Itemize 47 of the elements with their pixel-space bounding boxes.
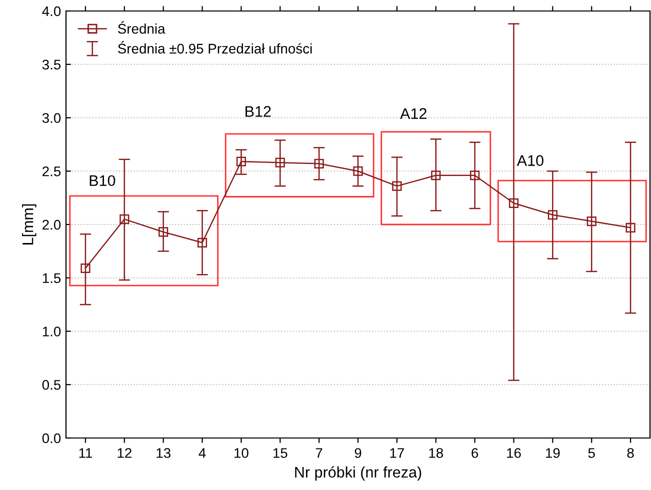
x-tick-label: 13 [156, 448, 170, 458]
y-tick-label: 4.0 [42, 6, 61, 16]
point [197, 238, 208, 248]
point [431, 170, 441, 180]
point [314, 158, 324, 168]
x-tick-label: 5 [588, 448, 595, 458]
y-tick-label: 3.5 [42, 60, 61, 70]
x-tick-label: 16 [507, 448, 521, 458]
x-tick-label: 4 [198, 448, 206, 458]
point [80, 263, 90, 274]
legend-label: Średnia [118, 21, 166, 34]
point [275, 158, 285, 168]
point [586, 216, 596, 226]
annotation: A10 [516, 155, 544, 166]
point [353, 166, 363, 176]
annotation: B10 [90, 175, 116, 186]
point [626, 222, 636, 232]
x-tick-label: 11 [79, 448, 92, 458]
point [158, 227, 168, 237]
y-tick-label: 1.0 [42, 326, 61, 336]
annotation: Średnia ±0.95 Przedział ufności [118, 41, 312, 54]
y-tick-label: 1.5 [42, 273, 61, 284]
x-tick-label: 15 [273, 448, 288, 458]
point [508, 198, 519, 208]
y-tick-label: 2.5 [42, 166, 61, 176]
x-axis-title: Nr próbki (nr freza) [295, 466, 422, 481]
point [236, 156, 246, 166]
x-tick-label: 6 [472, 448, 478, 458]
point [470, 170, 480, 180]
point [392, 181, 402, 191]
y-tick-label: 2.0 [42, 220, 61, 230]
y-tick-label: 0.0 [42, 433, 61, 444]
x-tick-label: 12 [118, 448, 132, 458]
y-axis-title: L[mm] [22, 204, 36, 244]
point [548, 210, 558, 220]
x-tick-label: 10 [234, 448, 248, 458]
y-tick-label: 3.0 [42, 113, 61, 123]
point [120, 214, 130, 224]
x-tick-label: 8 [627, 448, 634, 458]
annotation: A12 [400, 108, 426, 119]
x-tick-label: 9 [354, 448, 362, 458]
annotation: B12 [246, 106, 271, 117]
x-tick-label: 17 [390, 448, 404, 458]
x-tick-label: 19 [546, 448, 560, 458]
x-tick-label: 18 [429, 448, 443, 458]
x-tick-label: 7 [316, 448, 322, 458]
y-tick-label: 0.5 [42, 380, 61, 390]
